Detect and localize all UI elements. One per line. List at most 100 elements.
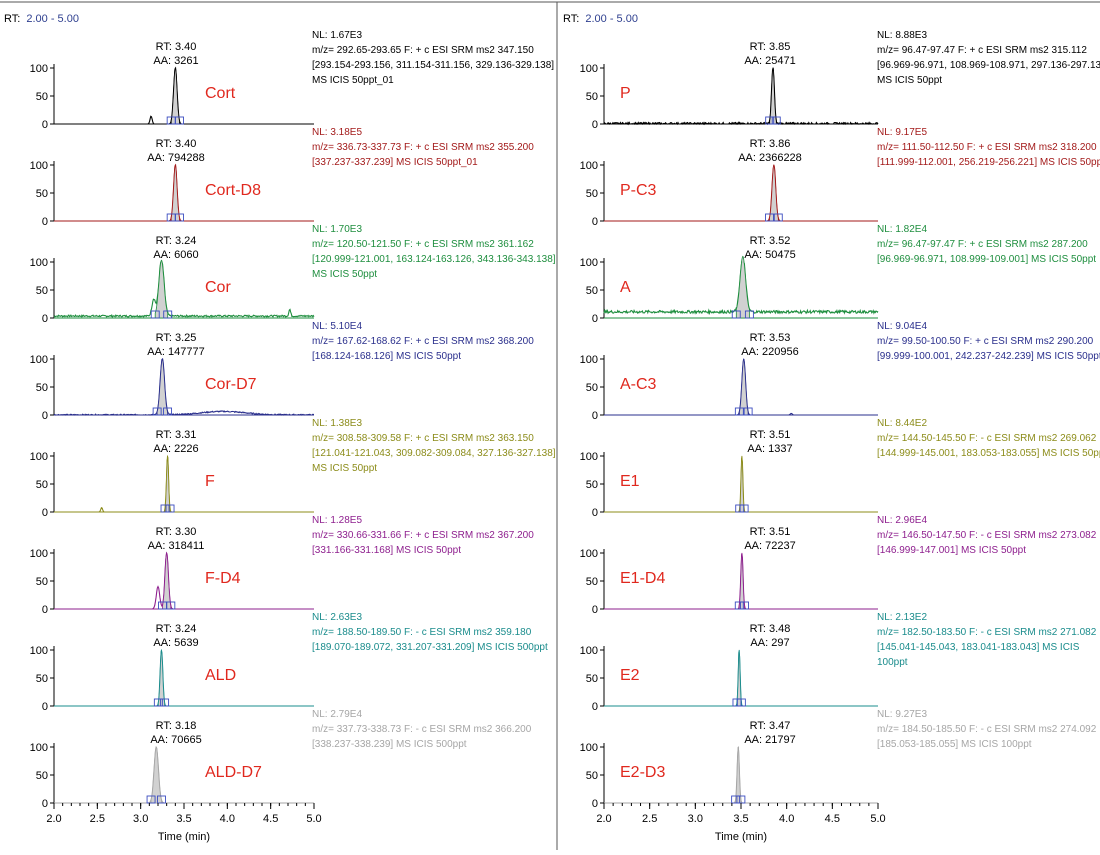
analyte-label: ALD xyxy=(205,667,236,684)
peak-area-label: AA: 25471 xyxy=(744,55,795,67)
peak-area xyxy=(156,358,168,416)
trace-info-line: [121.041-121.043, 309.082-309.084, 327.1… xyxy=(312,448,556,459)
trace-line xyxy=(54,163,314,222)
y-tick-label: 100 xyxy=(30,354,48,366)
peak-area-label: AA: 5639 xyxy=(153,637,198,649)
panel-ald-d7: 0 50 100 RT: 3.18 AA: 70665 ALD-D7 NL: 2.79E4 m… xyxy=(30,709,532,810)
integration-marker xyxy=(175,213,184,222)
y-tick-label: 0 xyxy=(42,701,48,713)
peak-area xyxy=(739,358,749,416)
y-tick-label: 100 xyxy=(30,645,48,657)
panel-ald: 0 50 100 RT: 3.24 AA: 5639 ALD NL: 2.63E3 m/z= … xyxy=(30,612,548,713)
x-tick-label: 2.5 xyxy=(642,813,657,825)
integration-marker xyxy=(731,310,741,319)
peak-rt-label: RT: 3.47 xyxy=(750,720,791,732)
integration-marker xyxy=(765,116,775,125)
analyte-label: Cort-D8 xyxy=(205,182,261,199)
integration-marker xyxy=(152,407,162,416)
rt-value-left: 2.00 - 5.00 xyxy=(26,13,79,25)
trace-info-line: NL: 9.04E4 xyxy=(877,321,927,332)
peak-rt-label: RT: 3.18 xyxy=(156,720,197,732)
integration-marker xyxy=(150,310,160,319)
trace-info-line: MS ICIS 50ppt_01 xyxy=(312,75,394,86)
panel-cort-d8: 0 50 100 RT: 3.40 AA: 794288 Cort-D8 NL: 3.18E… xyxy=(30,127,535,228)
x-tick-label: 4.5 xyxy=(825,813,840,825)
peak-area-label: AA: 70665 xyxy=(150,734,201,746)
analyte-label: A xyxy=(620,279,631,296)
y-tick-label: 50 xyxy=(36,382,48,394)
peak-area xyxy=(164,454,171,513)
y-tick-label: 50 xyxy=(36,91,48,103)
peak-area xyxy=(157,648,165,707)
x-axis-title: Time (min) xyxy=(158,831,210,843)
peak-area xyxy=(736,649,742,707)
peak-area xyxy=(738,552,745,610)
trace-info-line: MS ICIS 50ppt xyxy=(312,463,377,474)
x-tick-label: 4.0 xyxy=(779,813,794,825)
trace-info-line: [337.237-337.239] MS ICIS 50ppt_01 xyxy=(312,157,478,168)
analyte-label: F xyxy=(205,473,215,490)
integration-marker xyxy=(771,116,781,125)
trace-info-line: NL: 9.17E5 xyxy=(877,127,927,138)
trace-info-line: NL: 1.38E3 xyxy=(312,418,362,429)
trace-info-line: m/z= 167.62-168.62 F: + c ESI SRM ms2 36… xyxy=(312,336,534,347)
integration-marker xyxy=(163,310,173,319)
x-tick-label: 3.0 xyxy=(688,813,703,825)
trace-info-line: NL: 1.82E4 xyxy=(877,224,927,235)
trace-info-line: m/z= 337.73-338.73 F: - c ESI SRM ms2 36… xyxy=(312,724,532,735)
x-tick-label: 3.5 xyxy=(176,813,191,825)
peak-rt-label: RT: 3.24 xyxy=(156,235,197,247)
trace-info-line: NL: 5.10E4 xyxy=(312,321,362,332)
trace-info-line: m/z= 146.50-147.50 F: - c ESI SRM ms2 27… xyxy=(877,530,1097,541)
panel-f-d4: 0 50 100 RT: 3.30 AA: 318411 F-D4 NL: 1.28E5 m/… xyxy=(30,515,535,616)
x-axis-right: 2.0 2.5 3.0 3.5 4.0 4.5 5.0 Time (min) xyxy=(596,803,886,843)
integration-marker xyxy=(166,601,176,610)
peak-area-label: AA: 50475 xyxy=(744,249,795,261)
y-tick-label: 100 xyxy=(30,548,48,560)
peak-area xyxy=(162,552,172,610)
x-tick-label: 5.0 xyxy=(870,813,885,825)
trace-info-line: NL: 1.70E3 xyxy=(312,224,362,235)
y-tick-label: 50 xyxy=(36,188,48,200)
y-tick-label: 100 xyxy=(580,160,598,172)
trace-info-line: m/z= 96.47-97.47 F: + c ESI SRM ms2 315.… xyxy=(877,45,1087,56)
peak-rt-label: RT: 3.52 xyxy=(750,235,791,247)
trace-info-line: [146.999-147.001] MS ICIS 50ppt xyxy=(877,545,1026,556)
peak-rt-label: RT: 3.48 xyxy=(750,623,791,635)
peak-area xyxy=(170,67,180,125)
peak-rt-label: RT: 3.40 xyxy=(156,138,197,150)
trace-info-line: NL: 3.18E5 xyxy=(312,127,362,138)
trace-line xyxy=(54,457,314,513)
peak-area-label: AA: 6060 xyxy=(153,249,198,261)
peak-area xyxy=(150,746,162,804)
x-tick-label: 2.5 xyxy=(90,813,105,825)
integration-marker xyxy=(736,698,746,707)
panel-cort: 0 50 100 RT: 3.40 AA: 3261 Cort NL: 1.67E3 m/z=… xyxy=(30,30,555,131)
integration-marker xyxy=(165,504,175,513)
integration-marker xyxy=(163,407,172,416)
rt-range-left: RT: 2.00 - 5.00 xyxy=(4,13,79,25)
x-tick-label: 4.0 xyxy=(220,813,235,825)
peak-rt-label: RT: 3.51 xyxy=(750,429,791,441)
peak-area-label: AA: 220956 xyxy=(741,346,799,358)
integration-marker xyxy=(740,601,749,610)
y-tick-label: 0 xyxy=(592,216,598,228)
y-tick-label: 0 xyxy=(42,604,48,616)
peak-rt-label: RT: 3.51 xyxy=(750,526,791,538)
peak-rt-label: RT: 3.86 xyxy=(750,138,791,150)
integration-marker xyxy=(734,407,744,416)
x-tick-label: 5.0 xyxy=(306,813,321,825)
rt-prefix-right: RT: xyxy=(563,13,579,25)
y-tick-label: 100 xyxy=(580,63,598,75)
rt-prefix-left: RT: xyxy=(4,13,20,25)
integration-marker xyxy=(175,116,184,125)
trace-info-line: NL: 8.88E3 xyxy=(877,30,927,41)
integration-marker xyxy=(734,601,744,610)
trace-info-line: NL: 1.67E3 xyxy=(312,30,362,41)
y-tick-label: 0 xyxy=(592,313,598,325)
trace-line xyxy=(604,164,878,222)
y-tick-label: 100 xyxy=(580,548,598,560)
peak-area xyxy=(769,66,777,125)
